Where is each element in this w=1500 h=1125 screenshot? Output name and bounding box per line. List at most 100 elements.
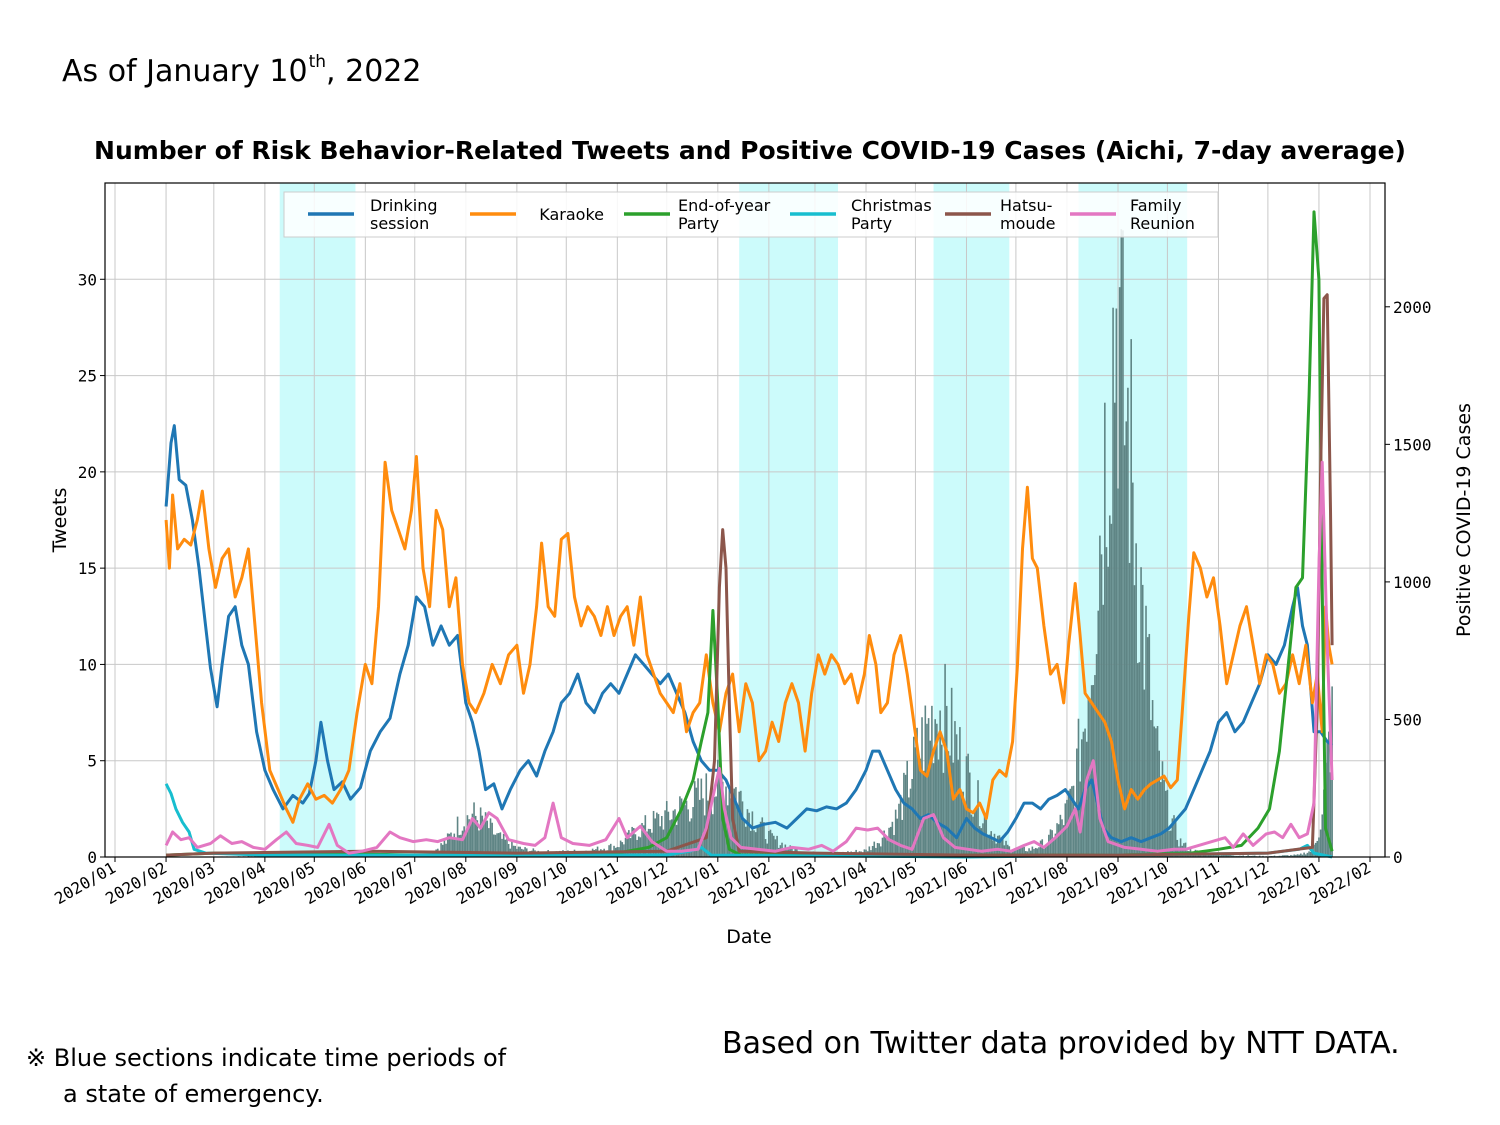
case-bar [1232,855,1235,857]
case-bar [654,818,657,857]
y-tick-label: 10 [78,655,97,674]
as-of-date: As of January 10th, 2022 [62,52,421,89]
case-bar [901,819,904,857]
case-bar [1319,829,1322,857]
case-bar [940,744,943,857]
case-bar [637,836,640,857]
case-bar [718,767,721,857]
case-bar [980,828,983,857]
case-bar [919,758,922,857]
case-bar [1021,846,1024,857]
case-bar [917,760,920,857]
case-bar [1217,854,1220,857]
case-bar [888,827,890,857]
case-bar [927,718,930,857]
case-bar [1222,855,1225,857]
case-bar [1054,833,1057,857]
legend-label-family-reunion: Reunion [1130,214,1195,233]
case-bar [1112,307,1114,857]
y2-tick-label: 1500 [1393,435,1432,454]
case-bar [1135,543,1137,857]
case-bar [967,753,969,857]
case-bar [1062,825,1065,857]
case-bar [880,846,882,857]
case-bar [993,833,996,857]
case-bar [1061,819,1063,857]
case-bar [1079,781,1081,857]
case-bar [675,824,678,857]
case-bar [740,790,742,857]
case-bar [1099,535,1101,857]
case-bar [761,817,764,857]
case-bar [468,819,470,857]
case-bar [975,808,978,857]
case-bar [1130,339,1132,858]
case-bar [514,845,517,857]
case-bar [1141,584,1144,857]
case-bar [716,759,719,857]
y2-tick-label: 500 [1393,710,1422,729]
case-bar [871,845,874,857]
case-bar [1128,562,1131,857]
case-bar [1052,838,1055,857]
case-bar [1216,855,1218,857]
case-bar [1278,855,1281,857]
case-bar [1328,731,1330,857]
case-bar [929,740,932,857]
case-bar [990,831,992,857]
case-bar [455,838,457,857]
case-bar [726,805,729,857]
case-bar [904,774,907,857]
case-bar [715,796,717,857]
case-bar [1281,855,1284,857]
case-bar [465,833,467,857]
case-bar [1174,821,1177,857]
case-bar [629,838,632,857]
series-line-hatsumoude [166,293,1334,857]
case-bar [708,804,711,857]
case-bar [756,827,759,857]
case-bar [1303,852,1305,857]
legend-label-end-of-year-party: End-of-year [678,196,771,215]
case-bar [926,723,928,857]
case-bar [684,805,686,857]
case-bar [728,787,731,857]
case-bar [471,813,474,857]
case-bar [634,834,637,857]
case-bar [453,833,456,857]
case-bar [1283,855,1286,857]
data-credit: Based on Twitter data provided by NTT DA… [722,1026,1400,1061]
case-bar [697,778,699,857]
case-bar [1074,808,1076,857]
case-bar [647,828,650,857]
case-bar [1097,610,1100,857]
case-bar [254,855,256,857]
case-bar [674,809,676,857]
case-bar [1085,741,1088,857]
case-bar [450,832,452,857]
case-bar [511,840,513,857]
case-bar [1158,750,1160,857]
case-bar [947,751,950,857]
case-bar [1102,604,1104,857]
case-bar [680,798,683,857]
case-bar [1293,854,1296,857]
case-bar [461,830,464,857]
case-bar [512,845,515,857]
case-bar [669,820,671,857]
y-tick-label: 30 [78,270,97,289]
case-bar [912,736,915,857]
case-bar [1151,700,1154,857]
emergency-note: ※ Blue sections indicate time periods of… [26,1040,506,1112]
case-bar [1090,685,1093,857]
case-bar [626,832,629,857]
case-bar [1072,785,1075,857]
case-bar [473,802,475,857]
case-bar [1001,835,1004,857]
case-bar [642,825,645,857]
case-bar [1173,815,1175,857]
case-bar [898,803,900,857]
case-bar [1306,852,1309,857]
note-line-2: a state of emergency. [63,1080,324,1108]
case-bar [911,778,913,857]
